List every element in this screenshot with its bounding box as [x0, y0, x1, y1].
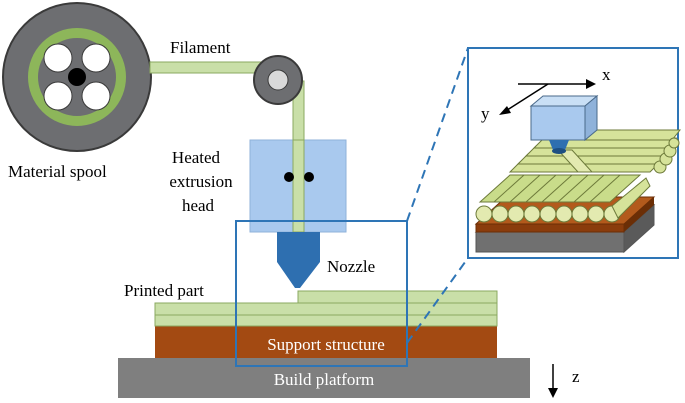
heated-head-label-2: extrusion	[169, 172, 233, 191]
material-spool-label: Material spool	[8, 162, 107, 181]
heated-head-label-1: Heated	[172, 148, 221, 167]
nozzle-label: Nozzle	[327, 257, 375, 276]
drive-roller-right	[304, 172, 314, 182]
material-spool	[2, 2, 152, 152]
nozzle	[277, 232, 320, 288]
filament-pulley	[253, 55, 303, 105]
printed-part-label: Printed part	[124, 281, 204, 300]
zoom-connector-bottom	[406, 257, 469, 344]
zoom-region	[235, 220, 408, 367]
heated-head-label-3: head	[182, 196, 215, 215]
z-axis-arrow	[548, 364, 558, 398]
support-structure-label: Support structure	[267, 335, 385, 354]
axis-y-label: y	[481, 104, 490, 123]
magnified-inset	[467, 47, 682, 259]
filament-in-head	[292, 139, 305, 233]
axis-z-label: z	[572, 367, 580, 386]
drive-roller-left	[284, 172, 294, 182]
printed-part	[154, 290, 498, 327]
support-structure	[155, 326, 497, 358]
filament-label: Filament	[170, 38, 231, 57]
build-platform	[118, 358, 530, 398]
zoom-connector-top	[406, 47, 469, 222]
build-platform-label: Build platform	[274, 370, 375, 389]
axis-x-label: x	[602, 65, 611, 84]
